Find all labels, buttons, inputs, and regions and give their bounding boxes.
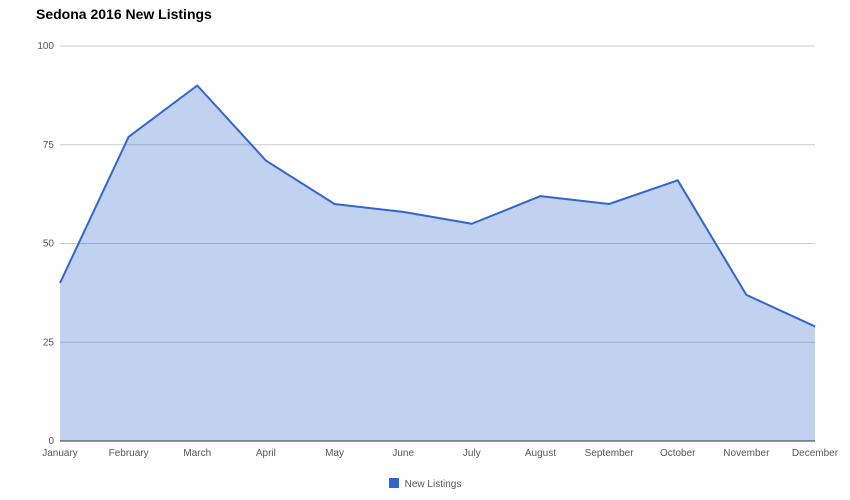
data-point	[538, 194, 542, 198]
x-tick-label: March	[183, 448, 211, 459]
data-point	[401, 210, 405, 214]
y-tick-label: 25	[43, 337, 55, 348]
y-tick-label: 100	[37, 41, 54, 52]
x-tick-label: July	[463, 448, 481, 459]
x-tick-label: September	[585, 448, 635, 459]
data-point	[58, 281, 62, 285]
x-tick-label: November	[723, 448, 770, 459]
data-point	[333, 202, 337, 206]
x-tick-label: August	[525, 448, 556, 459]
x-tick-labels: January February March April May June July Augu…	[42, 448, 839, 459]
data-point	[264, 159, 268, 163]
y-tick-label: 50	[43, 239, 55, 250]
x-tick-label: January	[42, 448, 78, 459]
data-point	[607, 202, 611, 206]
x-tick-label: May	[325, 448, 344, 459]
x-tick-label: February	[109, 448, 149, 459]
data-point	[676, 178, 680, 182]
chart-title: Sedona 2016 New Listings	[36, 6, 212, 22]
legend-label: New Listings	[404, 479, 462, 490]
area-fill	[60, 85, 815, 441]
x-tick-label: December	[792, 448, 839, 459]
legend-swatch	[388, 478, 399, 488]
data-point	[127, 135, 131, 139]
data-point	[813, 324, 817, 328]
x-tick-label: October	[660, 448, 696, 459]
data-point	[470, 222, 474, 226]
x-tick-label: April	[256, 448, 276, 459]
y-tick-labels: 0 25 50 75 100	[37, 41, 54, 447]
y-tick-label: 75	[43, 140, 55, 151]
x-tick-label: June	[392, 448, 414, 459]
legend: New Listings	[0, 478, 850, 490]
series-area	[58, 84, 817, 441]
data-point	[195, 84, 199, 88]
gridlines	[60, 45, 815, 343]
data-point	[744, 293, 748, 297]
series-line	[59, 84, 816, 328]
y-tick-label: 0	[48, 436, 54, 447]
